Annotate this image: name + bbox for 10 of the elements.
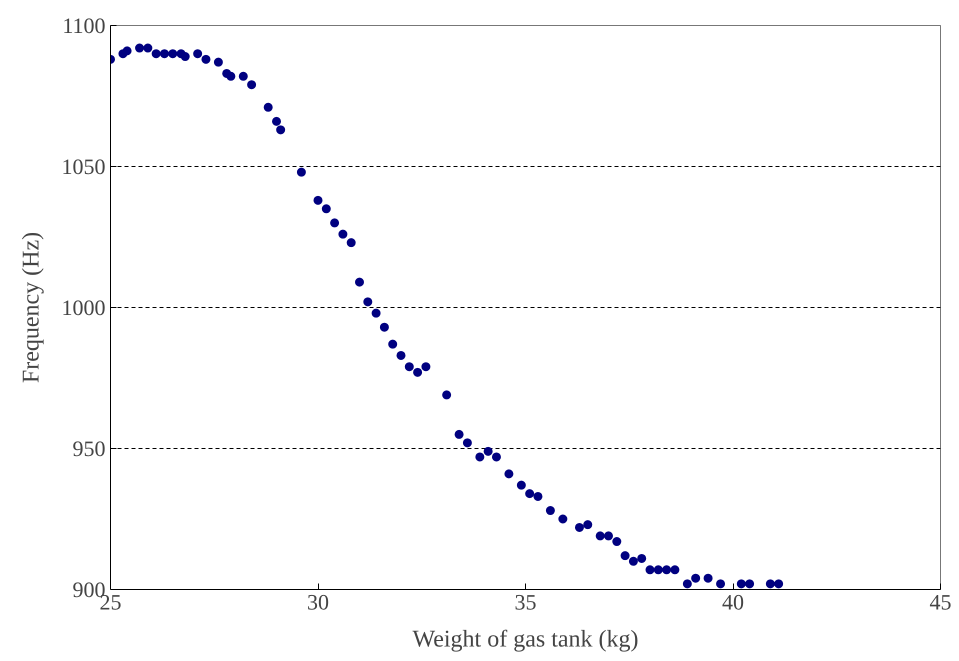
y-tick-label: 1050 bbox=[62, 154, 106, 179]
x-tick-label: 40 bbox=[722, 590, 744, 614]
y-tick-label: 950 bbox=[72, 436, 106, 461]
y-tick-label: 1000 bbox=[62, 295, 106, 320]
x-tick-label: 30 bbox=[307, 590, 329, 614]
x-axis-title: Weight of gas tank (kg) bbox=[412, 626, 639, 652]
y-axis-title: Frequency (Hz) bbox=[18, 232, 44, 384]
x-tick-label: 35 bbox=[514, 590, 536, 614]
y-tick-label: 1100 bbox=[62, 13, 106, 38]
x-tick-label: 45 bbox=[930, 590, 952, 614]
